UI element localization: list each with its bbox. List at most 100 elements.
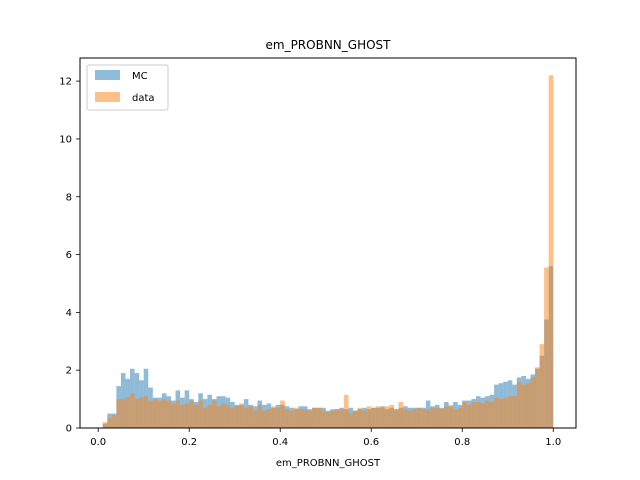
bar-data-75 [439, 409, 445, 428]
bar-data-28 [225, 404, 231, 429]
legend-label-data: data [132, 93, 155, 104]
bar-data-69 [412, 409, 417, 428]
bar-data-85 [484, 400, 490, 428]
bar-data-80 [462, 401, 467, 428]
bar-data-87 [494, 397, 499, 428]
bar-data-9 [139, 397, 144, 428]
bar-data-64 [389, 404, 394, 429]
legend: MC data [86, 64, 169, 111]
bar-data-3 [111, 414, 117, 428]
bar-data-39 [275, 407, 281, 428]
bar-data-32 [243, 407, 249, 428]
bar-data-77 [448, 404, 454, 429]
bar-data-26 [216, 406, 222, 428]
bar-data-43 [293, 407, 299, 428]
bar-data-18 [180, 404, 185, 429]
bar-data-33 [248, 406, 253, 428]
bar-data-79 [457, 407, 463, 428]
bar-data-11 [148, 400, 153, 428]
x-tick-label: 0.8 [454, 437, 470, 448]
bar-data-51 [330, 410, 335, 428]
bar-data-23 [202, 407, 208, 428]
bar-data-10 [143, 396, 149, 428]
x-tick-label: 0.4 [272, 437, 288, 448]
bar-data-4 [116, 399, 121, 428]
legend-swatch-mc [95, 70, 120, 80]
y-axis-ticks: 0 2 4 6 8 10 12 [59, 77, 80, 435]
bar-data-20 [189, 400, 194, 428]
bar-data-90 [507, 396, 513, 428]
bar-data-62 [380, 407, 385, 428]
bar-data-8 [134, 399, 140, 428]
bar-data-65 [393, 409, 399, 428]
bar-data-54 [343, 394, 349, 428]
bar-data-37 [266, 409, 272, 428]
bar-data-55 [348, 413, 354, 428]
bar-data-67 [403, 409, 408, 428]
bar-data-15 [166, 400, 172, 428]
bar-data-31 [239, 403, 244, 428]
bar-data-12 [152, 399, 158, 428]
bar-data-5 [120, 399, 126, 428]
bar-data-40 [280, 400, 285, 428]
y-tick-label: 10 [59, 134, 72, 145]
x-axis-ticks: 0.0 0.2 0.4 0.6 0.8 1.0 [90, 428, 561, 448]
x-tick-label: 0.2 [181, 437, 197, 448]
bar-data-47 [312, 407, 317, 428]
y-tick-label: 8 [66, 192, 72, 203]
bar-data-41 [284, 409, 290, 428]
bar-data-84 [480, 403, 485, 428]
bar-data-1 [102, 422, 108, 428]
x-axis-label: em_PROBNN_GHOST [276, 458, 381, 469]
bar-data-61 [375, 406, 381, 428]
bar-data-83 [475, 401, 481, 428]
bar-data-63 [384, 406, 390, 428]
bar-data-6 [125, 397, 131, 428]
bar-data-74 [434, 407, 440, 428]
bar-data-24 [207, 404, 212, 429]
bar-data-70 [416, 407, 422, 428]
x-tick-label: 1.0 [545, 437, 561, 448]
bar-data-98 [544, 267, 549, 428]
bar-data-45 [302, 409, 308, 428]
y-tick-label: 12 [59, 77, 72, 88]
bar-data-17 [175, 400, 181, 428]
bar-data-97 [539, 344, 545, 428]
bar-data-81 [466, 404, 472, 429]
bar-data-60 [371, 407, 376, 428]
bar-data-38 [271, 406, 276, 428]
bar-data-78 [453, 409, 458, 428]
bar-data-29 [230, 407, 235, 428]
bar-data-49 [321, 410, 326, 428]
chart-title: em_PROBNN_GHOST [266, 38, 392, 52]
bar-data-88 [498, 399, 504, 428]
bar-data-76 [444, 406, 449, 428]
bar-data-42 [289, 410, 294, 428]
legend-label-mc: MC [132, 71, 148, 82]
bar-data-71 [421, 409, 426, 428]
bar-data-7 [130, 393, 135, 428]
bar-data-2 [107, 417, 112, 428]
bar-data-58 [362, 410, 367, 428]
bar-data-95 [530, 377, 536, 428]
bar-data-25 [211, 400, 217, 428]
y-tick-label: 6 [66, 250, 72, 261]
bar-data-16 [171, 403, 176, 428]
bar-data-99 [548, 75, 554, 428]
bar-data-48 [316, 407, 322, 428]
bar-data-34 [252, 410, 258, 428]
bar-data-36 [262, 410, 267, 428]
bar-data-22 [198, 400, 203, 428]
bar-data-57 [357, 407, 363, 428]
bar-data-93 [521, 384, 526, 428]
bar-data-14 [161, 399, 167, 428]
bar-data-19 [184, 403, 190, 428]
bar-data-89 [503, 397, 508, 428]
bar-data-52 [334, 409, 340, 428]
bar-data-59 [366, 406, 372, 428]
plot-frame [79, 57, 577, 429]
bar-data-66 [398, 401, 404, 428]
x-tick-label: 0.0 [90, 437, 106, 448]
bar-data-82 [471, 401, 476, 428]
